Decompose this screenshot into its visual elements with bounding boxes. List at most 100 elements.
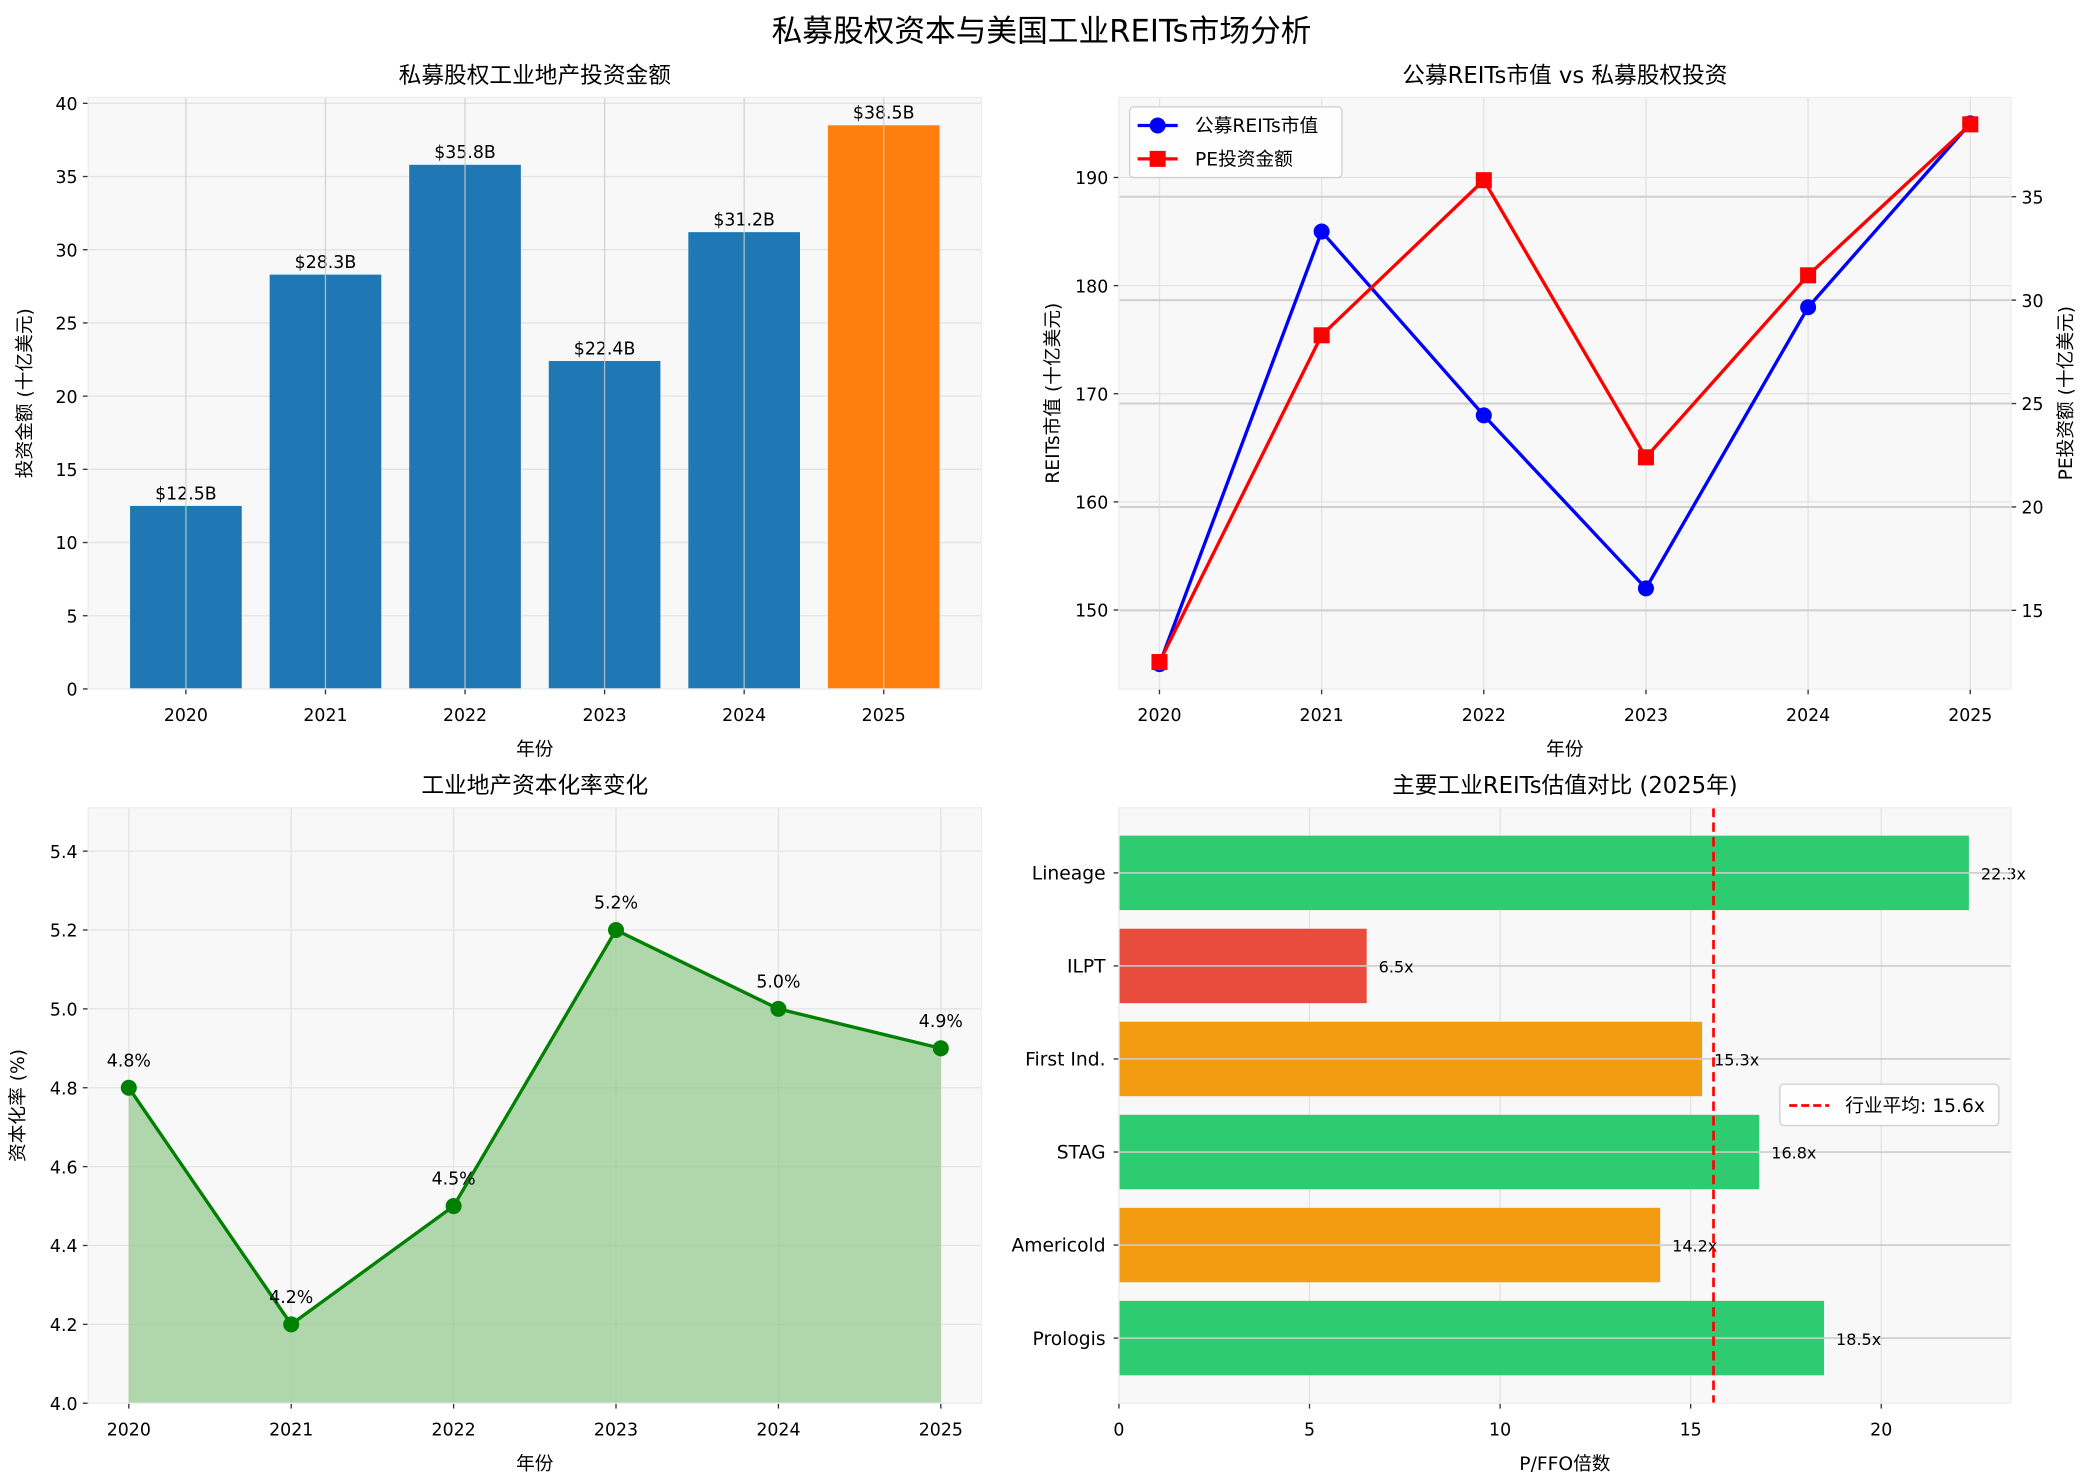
y-tick-label: Lineage [1032, 864, 1106, 885]
y-tick-label: 4.4 [50, 1237, 78, 1257]
y-tick-label: 4.6 [50, 1158, 78, 1178]
bar-data-label: 14.2x [1672, 1237, 1717, 1256]
data-point [120, 1079, 137, 1096]
data-point [608, 921, 625, 939]
bar-data-label: 6.5x [1379, 958, 1414, 977]
series-1-point [1637, 580, 1654, 597]
legend-label: 行业平均: 15.6x [1845, 1096, 1985, 1117]
x-tick-label: 2023 [1624, 706, 1668, 726]
point-data-label: 4.5% [432, 1170, 476, 1190]
x-tick-label: 2025 [919, 1420, 963, 1440]
x-tick-label: 2022 [443, 706, 487, 726]
y-tick-label: 10 [55, 534, 77, 554]
bar-data-label: 18.5x [1836, 1330, 1881, 1349]
axes-frame [1118, 807, 2012, 1404]
y-tick-label: 150 [1075, 602, 1108, 622]
series-1-point [1475, 407, 1492, 424]
legend-label: 公募REITs市值 [1195, 116, 1318, 137]
y-tick-label-right: 30 [2021, 292, 2043, 312]
x-tick-label: 2021 [269, 1420, 313, 1440]
y-tick-label: 20 [55, 388, 77, 408]
y-tick-label-right: 35 [2021, 188, 2043, 208]
y-axis-label-right: PE投资额 (十亿美元) [2056, 306, 2077, 480]
subplot-title: 主要工业REITs估值对比 (2025年) [1392, 773, 1738, 799]
y-tick-label: 4.0 [50, 1395, 78, 1415]
y-tick-label: 5.2 [50, 922, 78, 942]
subplot-title: 公募REITs市值 vs 私募股权投资 [1402, 63, 1727, 89]
x-tick-label: 5 [1304, 1420, 1315, 1440]
y-tick-label: 30 [55, 241, 77, 261]
y-tick-label: STAG [1057, 1143, 1106, 1164]
x-tick-label: 2023 [594, 1420, 638, 1440]
series-1-point [1800, 299, 1817, 316]
series-2-point [1800, 267, 1817, 284]
data-point [932, 1040, 949, 1057]
x-axis-label: 年份 [516, 1454, 554, 1475]
x-axis-label: 年份 [516, 740, 554, 761]
y-tick-label: Prologis [1033, 1329, 1106, 1350]
y-tick-label: 190 [1075, 169, 1108, 189]
x-tick-label: 2021 [1300, 706, 1344, 726]
y-tick-label: 0 [66, 681, 77, 701]
series-2-point [1637, 449, 1654, 466]
y-tick-label: 25 [55, 315, 77, 335]
x-tick-label: 2025 [1948, 706, 1992, 726]
x-tick-label: 2022 [1462, 706, 1506, 726]
y-tick-label: ILPT [1067, 957, 1106, 978]
data-point [770, 1000, 787, 1017]
x-tick-label: 2020 [164, 706, 208, 726]
y-tick-label: 160 [1075, 494, 1108, 514]
figure-title: 私募股权资本与美国工业REITs市场分析 [772, 14, 1312, 49]
series-line-1 [1157, 122, 1972, 665]
x-tick-label: 0 [1113, 1420, 1124, 1440]
y-tick-label-right: 25 [2021, 395, 2043, 415]
x-tick-label: 15 [1680, 1420, 1702, 1440]
legend-marker [1149, 150, 1166, 167]
bar-data-label: 22.3x [1981, 865, 2026, 884]
x-tick-label: 2024 [756, 1420, 800, 1440]
cap-rate-line [127, 927, 942, 1327]
data-point [283, 1316, 300, 1333]
series-2-point [1313, 327, 1330, 344]
y-tick-label: 35 [55, 168, 77, 188]
axes-frame [87, 96, 983, 690]
x-tick-label: 20 [1870, 1420, 1892, 1440]
legend: 公募REITs市值 PE投资金额 [1128, 106, 1343, 179]
x-tick-label: 2020 [1137, 706, 1181, 726]
subplot-title: 工业地产资本化率变化 [421, 773, 648, 799]
y-tick-label: 15 [55, 461, 77, 481]
y-axis-label: 投资金额 (十亿美元) [15, 308, 36, 478]
point-data-label: 5.2% [594, 894, 638, 914]
y-tick-label: 170 [1075, 385, 1108, 405]
y-tick-label: 5 [66, 607, 77, 627]
x-tick-label: 2020 [107, 1420, 151, 1440]
y-tick-label: 5.4 [50, 843, 78, 863]
x-tick-label: 10 [1489, 1420, 1511, 1440]
bar-data-label: 16.8x [1771, 1144, 1816, 1163]
x-tick-label: 2024 [722, 706, 766, 726]
subplot-4: 0 5 10 15 20 Prologis 18.5x Americold 14.2x STAG 1… [1011, 773, 2026, 1475]
point-data-label: 5.0% [756, 973, 800, 993]
y-tick-label-right: 20 [2021, 499, 2043, 519]
y-tick-label: 5.0 [50, 1001, 78, 1021]
legend: 行业平均: 15.6x [1779, 1083, 2000, 1127]
subplot-3: 4.0 4.2 4.4 4.6 4.8 5.0 5.2 5.4 2020 2021 2022 2023… [8, 773, 983, 1475]
legend-label: PE投资金额 [1195, 150, 1293, 171]
y-tick-label: First Ind. [1025, 1050, 1105, 1071]
series-2-point [1962, 116, 1979, 133]
legend-marker [1149, 117, 1166, 134]
x-tick-label: 2025 [862, 706, 906, 726]
axes-frame [1118, 96, 2012, 690]
series-2-point [1475, 172, 1492, 189]
area-fill [128, 930, 941, 1404]
y-axis-label-left: REITs市值 (十亿美元) [1043, 303, 1064, 484]
x-axis-label: 年份 [1546, 740, 1584, 761]
y-tick-label-right: 15 [2021, 602, 2043, 622]
subplot-1: 0510152025303540$12.5B$28.3B$35.8B$22.4B… [15, 63, 983, 761]
y-tick-label: 4.8 [50, 1079, 78, 1099]
data-point [445, 1198, 462, 1215]
point-data-label: 4.2% [269, 1288, 313, 1308]
point-data-label: 4.8% [107, 1051, 151, 1071]
